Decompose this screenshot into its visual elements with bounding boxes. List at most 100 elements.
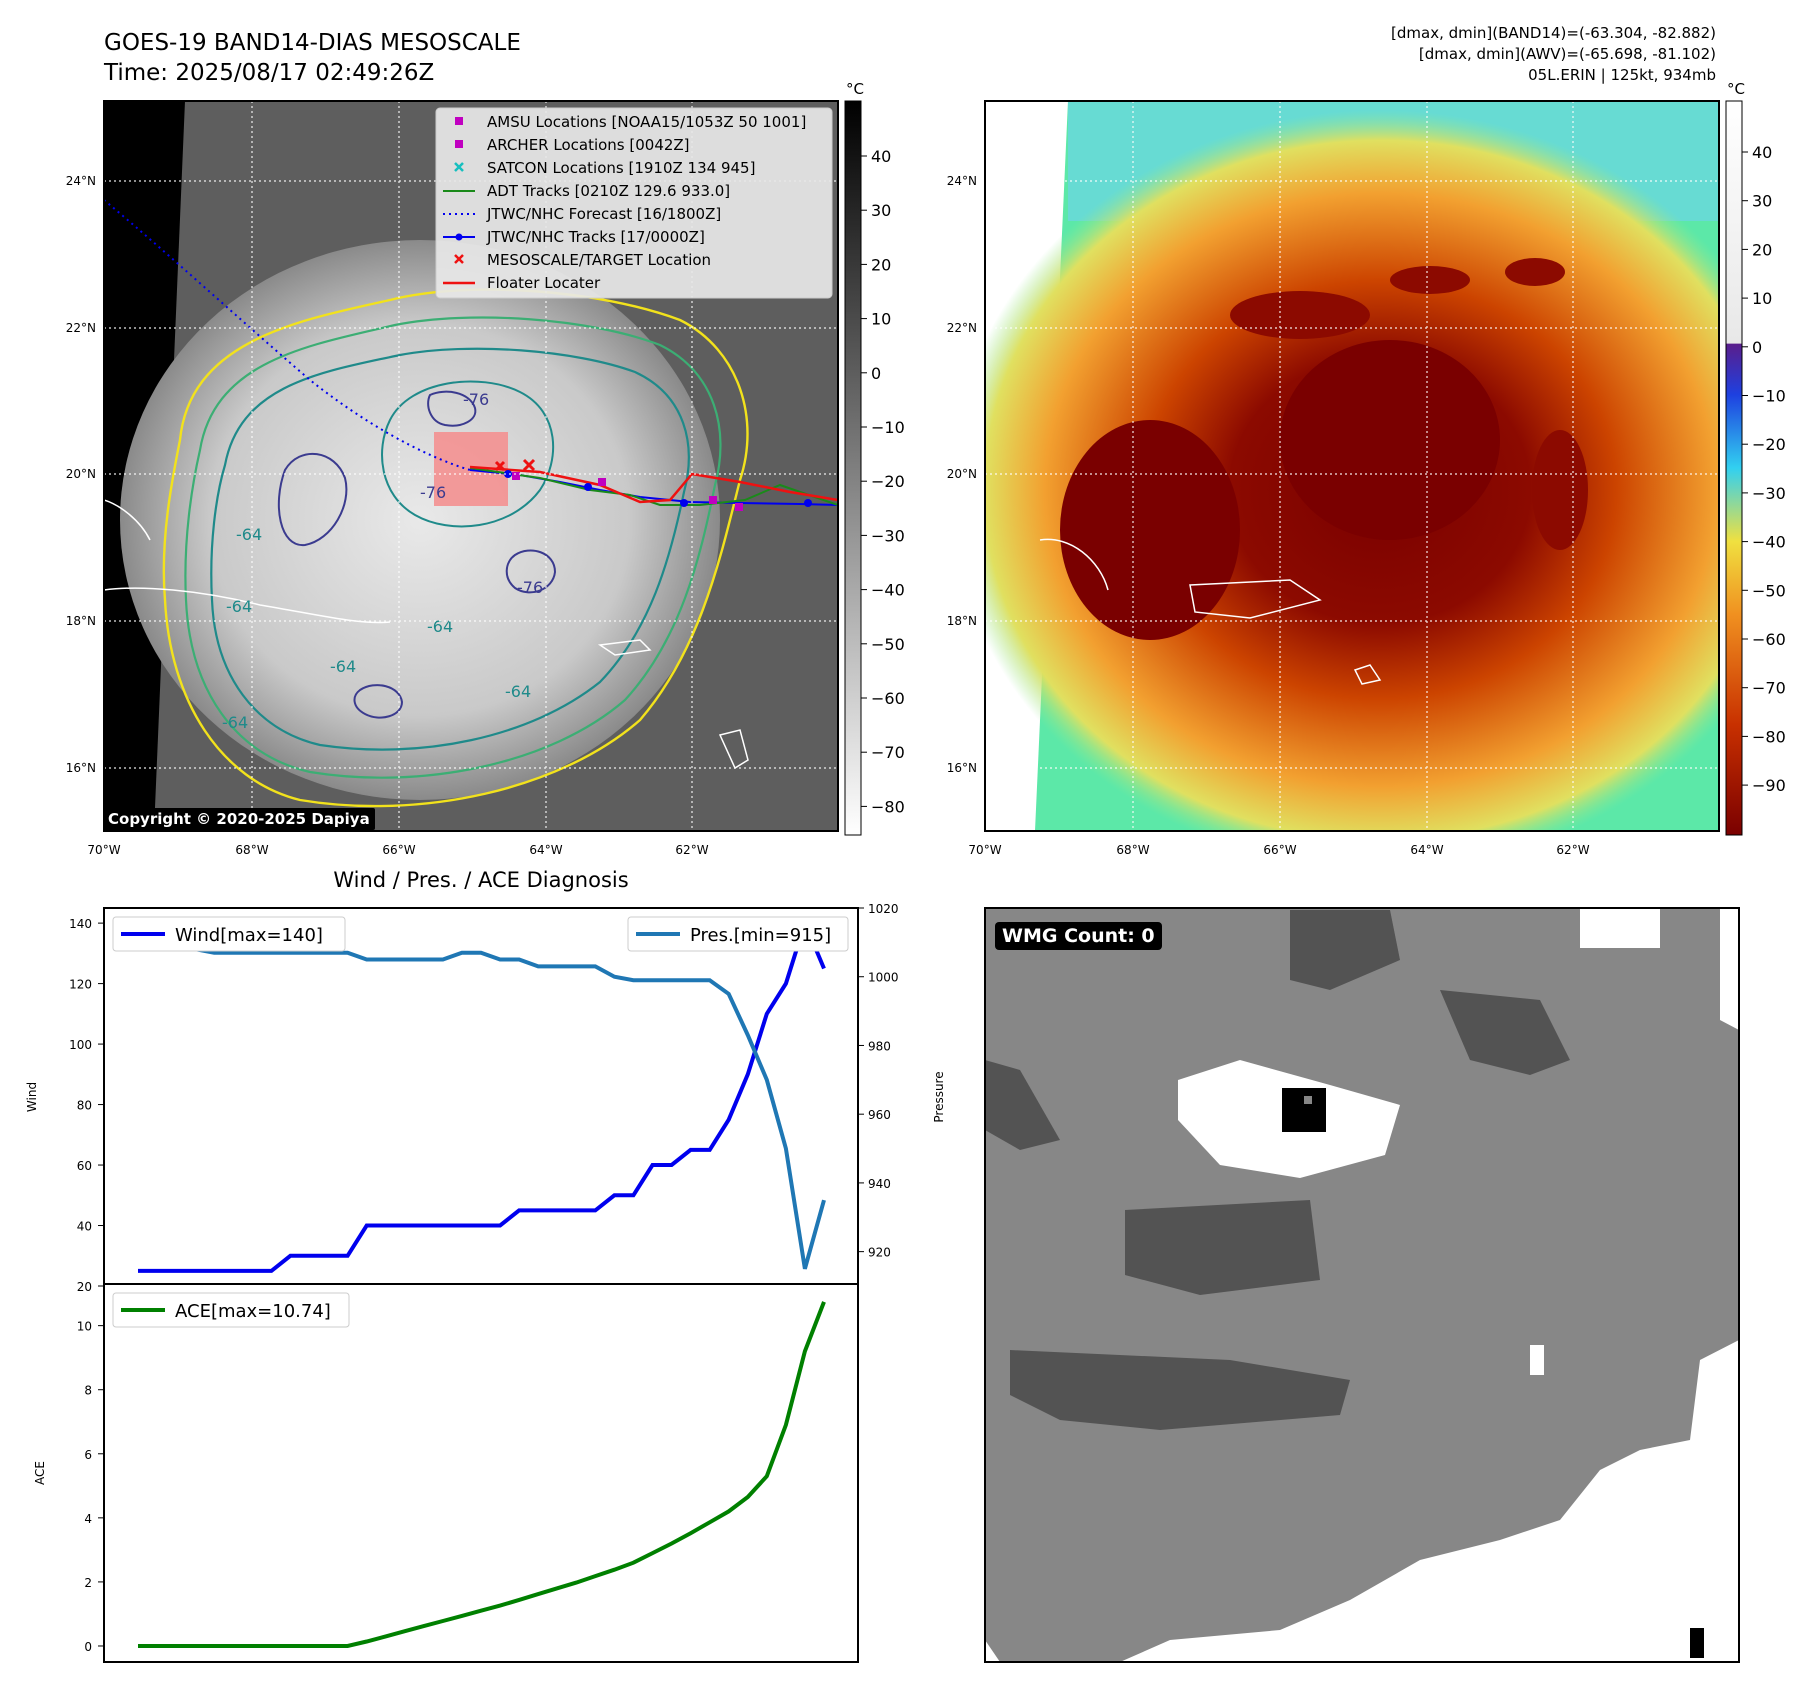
ace-legend-frame [112, 1292, 350, 1328]
hurricane-band-1 [1060, 420, 1240, 640]
lat-tick: 24°N [66, 174, 96, 188]
contour-label: -64 [222, 713, 248, 732]
contour-label: -64 [330, 657, 356, 676]
pressure-y-tick-label: 1020 [868, 902, 899, 916]
lon-tick: 68°W [235, 843, 268, 857]
pressure-y-tick-label: 940 [868, 1177, 891, 1191]
wmg-count-badge: WMG Count: 0 [995, 922, 1162, 950]
lat-tick: 22°N [947, 321, 977, 335]
contour-yellow [162, 288, 749, 808]
legend-frame [435, 107, 833, 299]
colorbar-gray-tick-label: 10 [871, 310, 891, 329]
pressure-y-tick-label: 920 [868, 1246, 891, 1260]
contour-label: -76 [420, 483, 446, 502]
coastline-puerto-rico [597, 639, 749, 770]
colorbar-gray [844, 100, 862, 836]
legend-entry: JTWC/NHC Tracks [17/0000Z] [486, 228, 705, 246]
pressure-legend: Pres.[min=915] [627, 916, 849, 952]
wind-y-tick-label: 140 [69, 917, 92, 931]
legend-entry: Floater Locater [487, 274, 601, 292]
colorbar-gray-tick-label: 20 [871, 255, 891, 274]
wmg-black-spot [1690, 1628, 1704, 1658]
pressure-y-tick-label: 960 [868, 1108, 891, 1122]
wind-legend: Wind[max=140] [112, 916, 346, 952]
legend-entry: AMSU Locations [NOAA15/1053Z 50 1001] [487, 113, 806, 131]
hurricane-band-3 [1532, 430, 1588, 550]
pressure-y-tick-label: 1000 [868, 971, 899, 985]
ace-y-tick-label: 8 [84, 1384, 92, 1398]
ace-legend-text: ACE[max=10.74] [175, 1301, 331, 1322]
info-line3: 05L.ERIN | 125kt, 934mb [1528, 66, 1716, 84]
contour-green [184, 316, 722, 779]
lat-tick: 20°N [947, 467, 977, 481]
wmg-white-patch-2 [1530, 1345, 1544, 1375]
colorbar-gray-tick-label: −30 [871, 526, 905, 545]
adt-track [469, 467, 838, 506]
wmg-dark-band-3 [1010, 1350, 1350, 1430]
contour-label: -76 [463, 390, 489, 409]
colorbar-color-tick-label: 30 [1752, 192, 1772, 211]
ace-y-tick-label: 6 [84, 1448, 92, 1462]
legend-marker-archer [455, 140, 463, 148]
colorbar-color-tick-label: 20 [1752, 240, 1772, 259]
ace-axes-frame [103, 1283, 859, 1663]
contour-teal [210, 347, 690, 751]
colorbar-color-tick-label: −80 [1752, 727, 1786, 746]
colorbar-gray-tick-label: 30 [871, 201, 891, 220]
pressure-legend-frame [627, 916, 849, 952]
lon-tick: 66°W [1263, 843, 1296, 857]
lon-tick: 64°W [529, 843, 562, 857]
ace-y-ticks: 0 2 4 6 8 10 [77, 1320, 104, 1654]
colorbar-unit: °C [846, 80, 864, 98]
ir-legend: AMSU Locations [NOAA15/1053Z 50 1001] AR… [435, 107, 833, 299]
contour-label: -64 [226, 597, 252, 616]
colorbar-color-tick-label: −10 [1752, 387, 1786, 406]
colorbar-color-ticks: 40 30 20 10 0 −10 −20 −30 −40 −50 −60 −70 −80 −90 [1742, 143, 1786, 795]
copyright-badge: Copyright © 2020-2025 Dapiya [103, 808, 375, 830]
amsu-points [512, 472, 743, 511]
info-line2: [dmax, dmin](AWV)=(-65.698, -81.102) [1419, 45, 1716, 63]
lon-tick: 68°W [1116, 843, 1149, 857]
colorbar-gray-tick-label: −10 [871, 418, 905, 437]
legend-entry: ADT Tracks [0210Z 129.6 933.0] [487, 182, 730, 200]
lon-tick: 64°W [1410, 843, 1443, 857]
wind-y-tick-label: 40 [77, 1220, 92, 1234]
title-line1: GOES-19 BAND14-DIAS MESOSCALE [104, 30, 521, 56]
wmg-white-patch-1 [1580, 908, 1660, 948]
legend-entry: JTWC/NHC Forecast [16/1800Z] [486, 205, 721, 223]
ace-y-tick-label: 0 [84, 1640, 92, 1654]
floater-locater-track [469, 465, 838, 504]
pressure-y-tick-label: 980 [868, 1039, 891, 1053]
colorbar-gray-ticks: 40 30 20 10 0 −10 −20 −30 −40 −50 −60 −70 −80 [861, 147, 905, 816]
ace-y-tick-label: 4 [84, 1512, 92, 1526]
forecast-track [104, 199, 471, 471]
colorbar-gray-tick-label: −60 [871, 689, 905, 708]
wind-y-tick-label: 60 [77, 1159, 92, 1173]
lon-tick: 70°W [968, 843, 1001, 857]
color-gridlines [985, 101, 1719, 831]
colorbar-gray-tick-label: −40 [871, 581, 905, 600]
hurricane-band-4 [1390, 266, 1470, 294]
lat-tick: 16°N [66, 761, 96, 775]
pressure-legend-text: Pres.[min=915] [690, 925, 831, 946]
contour-navy-4 [353, 684, 404, 719]
contour-navy-1 [277, 452, 348, 547]
colorbar-color-tick-label: −20 [1752, 435, 1786, 454]
lat-tick: 20°N [66, 467, 96, 481]
colorbar-color-tick-label: 10 [1752, 289, 1772, 308]
hurricane-band-2 [1230, 291, 1370, 339]
lat-tick: 24°N [947, 174, 977, 188]
colorbar-color-tick-label: 40 [1752, 143, 1772, 162]
legend-marker-tracks-dot [455, 233, 463, 241]
contour-label: -64 [236, 525, 262, 544]
lon-tick: 70°W [87, 843, 120, 857]
target-markers [494, 458, 536, 472]
wind-pressure-chart: Wind / Pres. / ACE Diagnosis 20 40 60 80 100… [25, 868, 946, 1294]
colorbar-color-tick-label: −90 [1752, 776, 1786, 795]
chart-title: Wind / Pres. / ACE Diagnosis [333, 868, 628, 892]
wmg-eye-core [1282, 1088, 1326, 1132]
wmg-frame [984, 907, 1740, 1663]
lat-tick: 18°N [947, 614, 977, 628]
colorbar-color-tick-label: −70 [1752, 679, 1786, 698]
